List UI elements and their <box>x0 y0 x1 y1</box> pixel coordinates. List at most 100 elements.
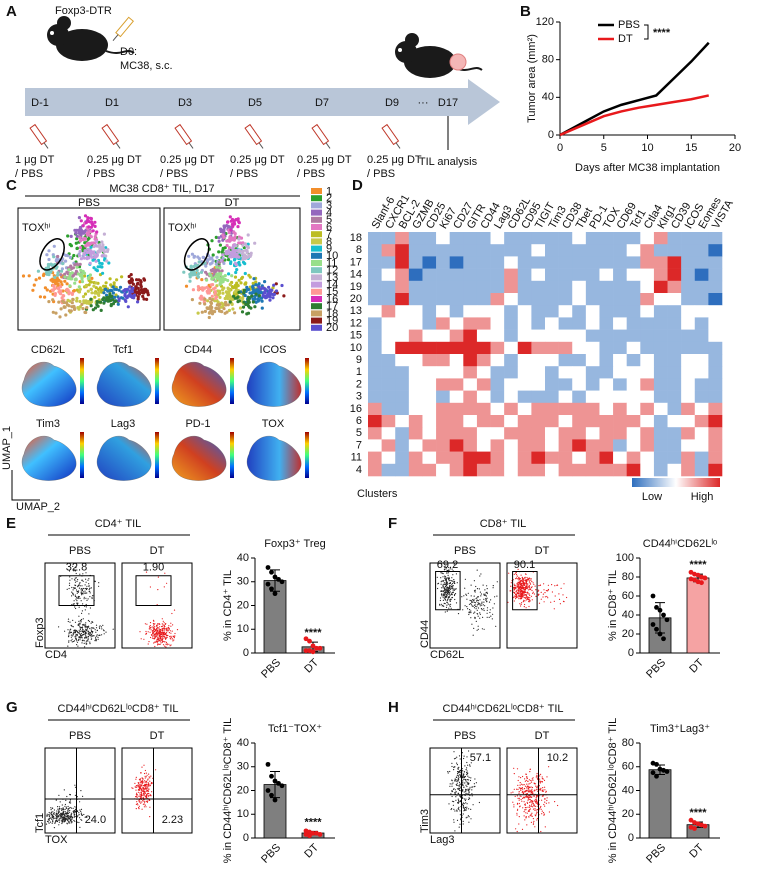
heatmap-cell <box>408 293 423 306</box>
umap-dot <box>204 270 208 274</box>
flow-event <box>515 584 517 586</box>
flow-event <box>469 609 471 611</box>
umap-dot <box>268 298 272 302</box>
flow-event <box>61 809 63 812</box>
heatmap-cell <box>436 354 450 367</box>
flow-event <box>449 579 451 582</box>
cluster-swatch <box>311 281 322 288</box>
flow-event <box>78 584 80 586</box>
flow-event <box>440 583 442 585</box>
flow-event <box>532 806 534 808</box>
flow-event <box>176 629 179 631</box>
flow-event <box>174 635 176 637</box>
flow-event <box>90 587 92 589</box>
flow-event <box>485 591 487 594</box>
flow-event <box>538 585 540 587</box>
umap-dot <box>145 297 149 301</box>
flow-event <box>447 574 449 577</box>
flow-event <box>52 821 54 823</box>
flow-event <box>71 822 73 824</box>
heatmap-cell <box>422 280 437 294</box>
flow-event <box>150 629 152 631</box>
heatmap-cell <box>422 439 437 452</box>
flow-event <box>541 789 543 791</box>
heatmap-cell <box>463 329 478 343</box>
heatmap-cell <box>368 280 382 294</box>
flow-event <box>527 787 529 790</box>
flow-event <box>161 623 163 625</box>
panel-label: A <box>6 3 17 20</box>
flow-event <box>456 774 458 777</box>
flow-event <box>524 797 526 799</box>
umap-dot <box>207 315 211 320</box>
flow-event <box>454 598 456 601</box>
heatmap-cell <box>613 293 627 306</box>
flow-event <box>91 597 93 600</box>
gate <box>435 571 461 611</box>
flow-event <box>159 643 161 646</box>
flow-event <box>469 786 471 788</box>
flow-event <box>525 817 527 819</box>
flow-event <box>465 779 467 781</box>
umap-dot <box>224 290 228 294</box>
flow-event <box>83 598 85 600</box>
umap-dot <box>63 272 67 276</box>
heatmap-cell <box>585 366 600 379</box>
flow-event <box>149 780 151 782</box>
heatmap-cell <box>395 341 410 355</box>
flow-event <box>476 569 478 571</box>
umap-dot <box>236 295 240 299</box>
flow-event <box>483 598 485 600</box>
heatmap-cell <box>408 341 423 355</box>
flow-event <box>447 588 449 590</box>
flow-event <box>81 624 84 626</box>
umap-dot <box>213 292 217 296</box>
flow-event <box>103 630 105 632</box>
umap-dot <box>73 281 77 285</box>
umap-dot <box>127 274 131 279</box>
flow-event <box>63 816 65 819</box>
flow-event <box>486 597 488 599</box>
umap-dot <box>196 311 200 315</box>
flow-event <box>526 777 528 779</box>
umap-dot <box>249 306 253 310</box>
flow-event <box>524 780 527 782</box>
flow-event <box>457 613 460 615</box>
flow-event <box>95 638 97 640</box>
flow-event <box>475 585 477 588</box>
flow-event <box>159 638 161 640</box>
flow-event <box>89 641 91 643</box>
umap-dot <box>237 255 241 259</box>
flow-event <box>466 779 468 781</box>
flow-event <box>530 801 532 803</box>
flow-event <box>150 775 152 777</box>
flow-event <box>449 785 451 787</box>
heatmap-cell <box>463 354 478 367</box>
flow-event <box>53 813 55 815</box>
flow-event <box>159 630 162 632</box>
umap-dot <box>215 272 219 276</box>
heatmap-cell <box>708 317 723 330</box>
flow-event <box>531 778 533 780</box>
flow-event <box>137 804 139 806</box>
flow-event <box>525 573 527 575</box>
flow-event <box>164 623 166 626</box>
flow-event <box>437 583 439 585</box>
heatmap-cell <box>517 354 532 367</box>
flow-event <box>446 577 448 579</box>
flow-event <box>464 778 466 781</box>
row-label: 18 <box>350 232 362 244</box>
flow-event <box>527 578 529 581</box>
day-label: D3 <box>178 97 192 109</box>
flow-event <box>451 597 453 599</box>
data-point <box>661 612 666 618</box>
flow-event <box>442 599 444 602</box>
flow-event <box>523 606 525 608</box>
flow-event <box>72 594 74 596</box>
flow-event <box>81 626 84 628</box>
flow-event <box>518 584 520 586</box>
flow-event <box>158 628 160 630</box>
flow-event <box>462 770 464 772</box>
heatmap-cell <box>422 329 437 343</box>
flow-event <box>94 640 96 642</box>
